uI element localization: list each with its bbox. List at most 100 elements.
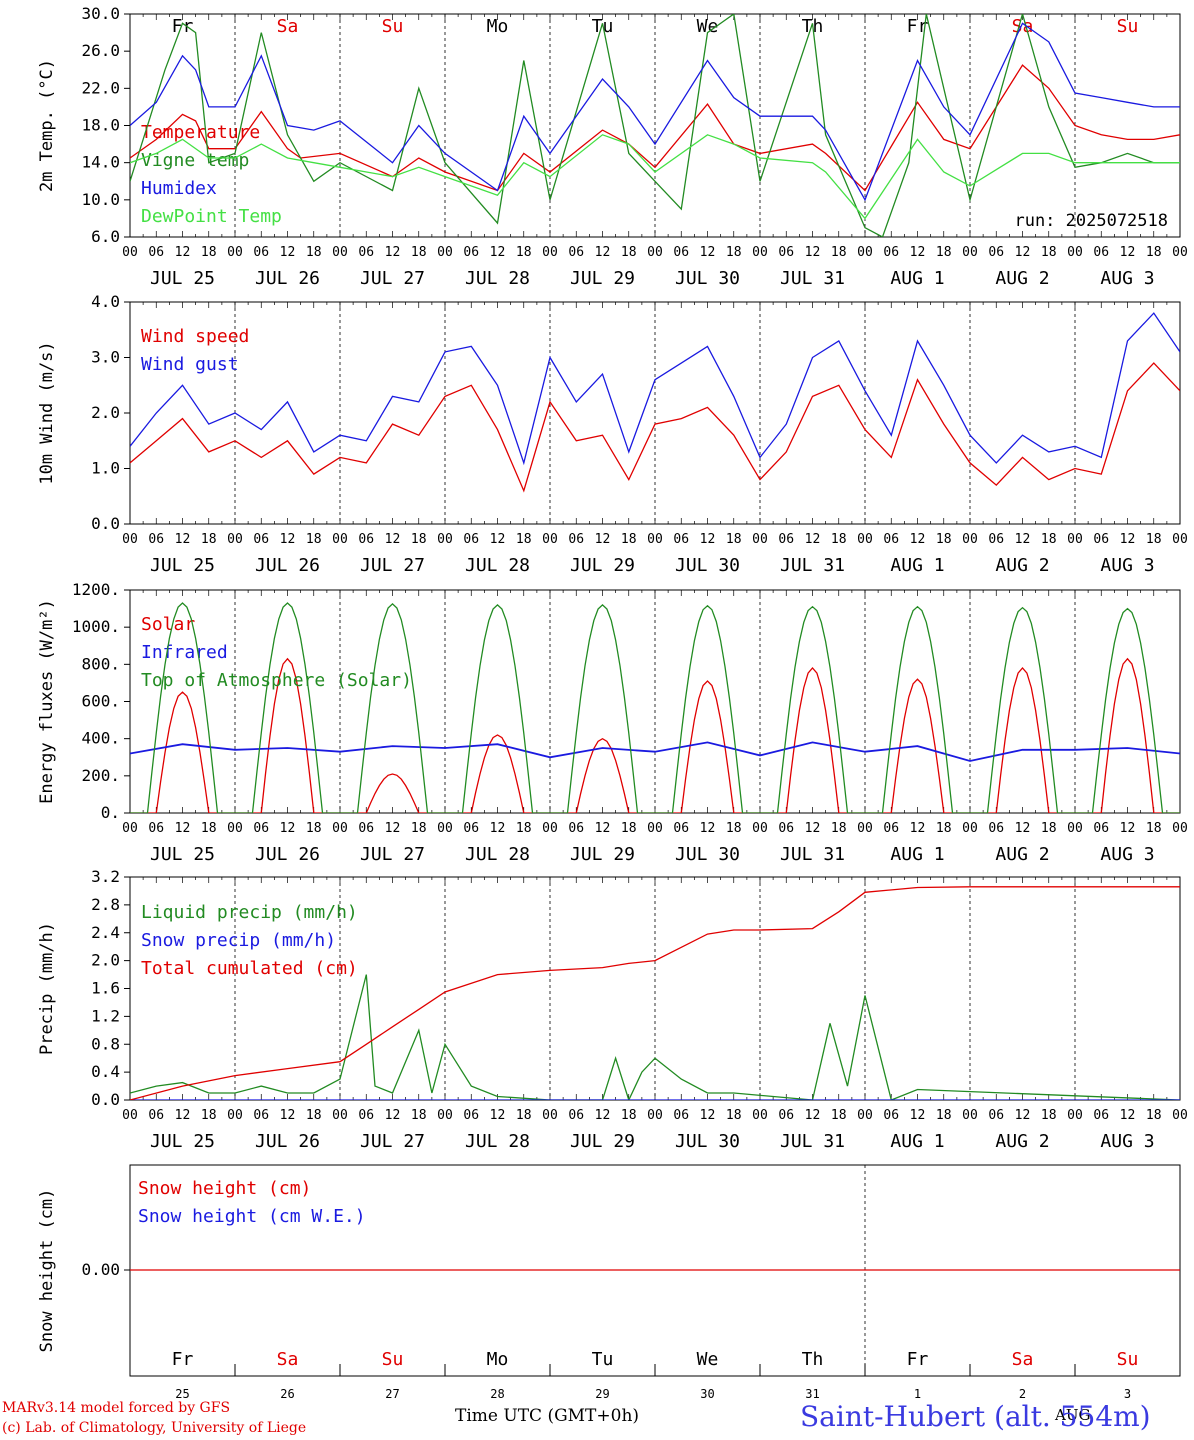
y-tick-label: 6.0	[91, 227, 120, 246]
x-hour-label: 00	[962, 245, 978, 260]
x-hour-label: 12	[280, 821, 296, 836]
meteogram-svg: 6.010.014.018.022.026.030.02m Temp. (°C)…	[37, 4, 1188, 1401]
weekday-label: Th	[802, 1349, 824, 1370]
x-date-label: AUG 1	[890, 555, 944, 576]
y-axis-label: 10m Wind (m/s)	[37, 341, 57, 484]
x-hour-label: 06	[883, 532, 899, 547]
legend-entry: Humidex	[141, 178, 217, 199]
x-hour-label: 12	[1015, 821, 1031, 836]
x-hour-label: 00	[542, 1108, 558, 1123]
x-hour-label: 00	[857, 532, 873, 547]
x-hour-label: 00	[122, 1108, 138, 1123]
x-hour-label: 06	[463, 821, 479, 836]
x-hour-label: 06	[988, 532, 1004, 547]
legend-entry: Total cumulated (cm)	[141, 958, 358, 979]
weekday-label: Sa	[277, 1349, 299, 1370]
y-tick-label: 2.0	[91, 951, 120, 970]
y-tick-label: 1200.	[72, 580, 120, 599]
x-hour-label: 06	[883, 821, 899, 836]
x-date-label: JUL 30	[675, 844, 740, 865]
y-tick-label: 400.	[81, 729, 120, 748]
weekday-label: Mo	[487, 1349, 509, 1370]
run-label: run: 2025072518	[1014, 211, 1168, 231]
x-hour-label: 00	[1172, 821, 1188, 836]
x-hour-label: 18	[516, 532, 532, 547]
y-tick-label: 4.0	[91, 292, 120, 311]
x-date-label: JUL 31	[780, 555, 845, 576]
x-hour-label: 18	[306, 532, 322, 547]
x-hour-label: 06	[1093, 532, 1109, 547]
y-tick-label: 0.8	[91, 1034, 120, 1053]
y-tick-label: 1000.	[72, 617, 120, 636]
x-date-label: JUL 31	[780, 268, 845, 289]
x-date-label: AUG 3	[1100, 268, 1154, 289]
x-hour-label: 12	[280, 245, 296, 260]
x-hour-label: 18	[831, 821, 847, 836]
x-hour-label: 06	[673, 821, 689, 836]
x-date-label: AUG 3	[1100, 555, 1154, 576]
x-hour-label: 06	[778, 245, 794, 260]
series-line-infrared	[130, 741, 1180, 762]
x-hour-label: 00	[542, 821, 558, 836]
x-hour-label: 18	[621, 821, 637, 836]
legend-entry: Top of Atmosphere (Solar)	[141, 670, 412, 691]
legend-entry: Snow precip (mm/h)	[141, 930, 336, 951]
y-tick-label: 30.0	[81, 4, 120, 23]
x-date-label: AUG 1	[890, 1131, 944, 1152]
x-hour-label: 06	[358, 1108, 374, 1123]
x-hour-label: 00	[332, 532, 348, 547]
x-hour-label: 12	[595, 1108, 611, 1123]
day-number-label: 1	[914, 1387, 921, 1400]
x-hour-label: 00	[542, 532, 558, 547]
x-hour-label: 00	[962, 532, 978, 547]
x-date-label: JUL 25	[150, 268, 215, 289]
x-date-label: JUL 25	[150, 1131, 215, 1152]
x-hour-label: 18	[936, 245, 952, 260]
x-hour-label: 12	[1120, 821, 1136, 836]
legend-entry: Wind gust	[141, 354, 239, 375]
x-hour-label: 18	[411, 1108, 427, 1123]
model-credit: MARv3.14 model forced by GFS	[2, 1400, 231, 1416]
x-hour-label: 18	[306, 245, 322, 260]
y-tick-label: 1.6	[91, 979, 120, 998]
x-hour-label: 06	[1093, 1108, 1109, 1123]
weekday-label: Su	[1117, 16, 1139, 37]
x-hour-label: 06	[673, 532, 689, 547]
series-line-wind-speed	[130, 362, 1180, 493]
x-hour-label: 12	[385, 532, 401, 547]
x-hour-label: 06	[883, 1108, 899, 1123]
y-tick-label: 2.8	[91, 895, 120, 914]
x-hour-label: 00	[332, 1108, 348, 1123]
x-hour-label: 06	[988, 821, 1004, 836]
x-hour-label: 12	[490, 245, 506, 260]
x-hour-label: 12	[910, 821, 926, 836]
x-date-label: AUG 2	[995, 1131, 1049, 1152]
x-hour-label: 00	[752, 532, 768, 547]
legend-entry: DewPoint Temp	[141, 206, 282, 227]
y-axis-label: 2m Temp. (°C)	[37, 59, 57, 192]
x-hour-label: 18	[936, 532, 952, 547]
x-hour-label: 06	[673, 1108, 689, 1123]
x-date-label: AUG 3	[1100, 844, 1154, 865]
x-hour-label: 06	[1093, 821, 1109, 836]
weekday-label: Tu	[592, 1349, 614, 1370]
x-hour-label: 00	[857, 245, 873, 260]
y-tick-label: 10.0	[81, 190, 120, 209]
x-hour-label: 12	[1015, 1108, 1031, 1123]
weekday-label: Mo	[487, 16, 509, 37]
x-hour-label: 00	[227, 1108, 243, 1123]
legend-entry: Infrared	[141, 642, 228, 663]
x-hour-label: 12	[280, 532, 296, 547]
x-hour-label: 18	[201, 245, 217, 260]
x-hour-label: 12	[1015, 532, 1031, 547]
weekday-label: Fr	[907, 1349, 929, 1370]
x-hour-label: 00	[227, 245, 243, 260]
series-line-vigne-temp	[130, 14, 1180, 237]
x-hour-label: 06	[1093, 245, 1109, 260]
x-hour-label: 12	[490, 532, 506, 547]
x-hour-label: 06	[148, 245, 164, 260]
x-hour-label: 06	[463, 532, 479, 547]
x-date-label: JUL 26	[255, 844, 320, 865]
x-hour-label: 06	[778, 821, 794, 836]
x-hour-label: 00	[1067, 1108, 1083, 1123]
